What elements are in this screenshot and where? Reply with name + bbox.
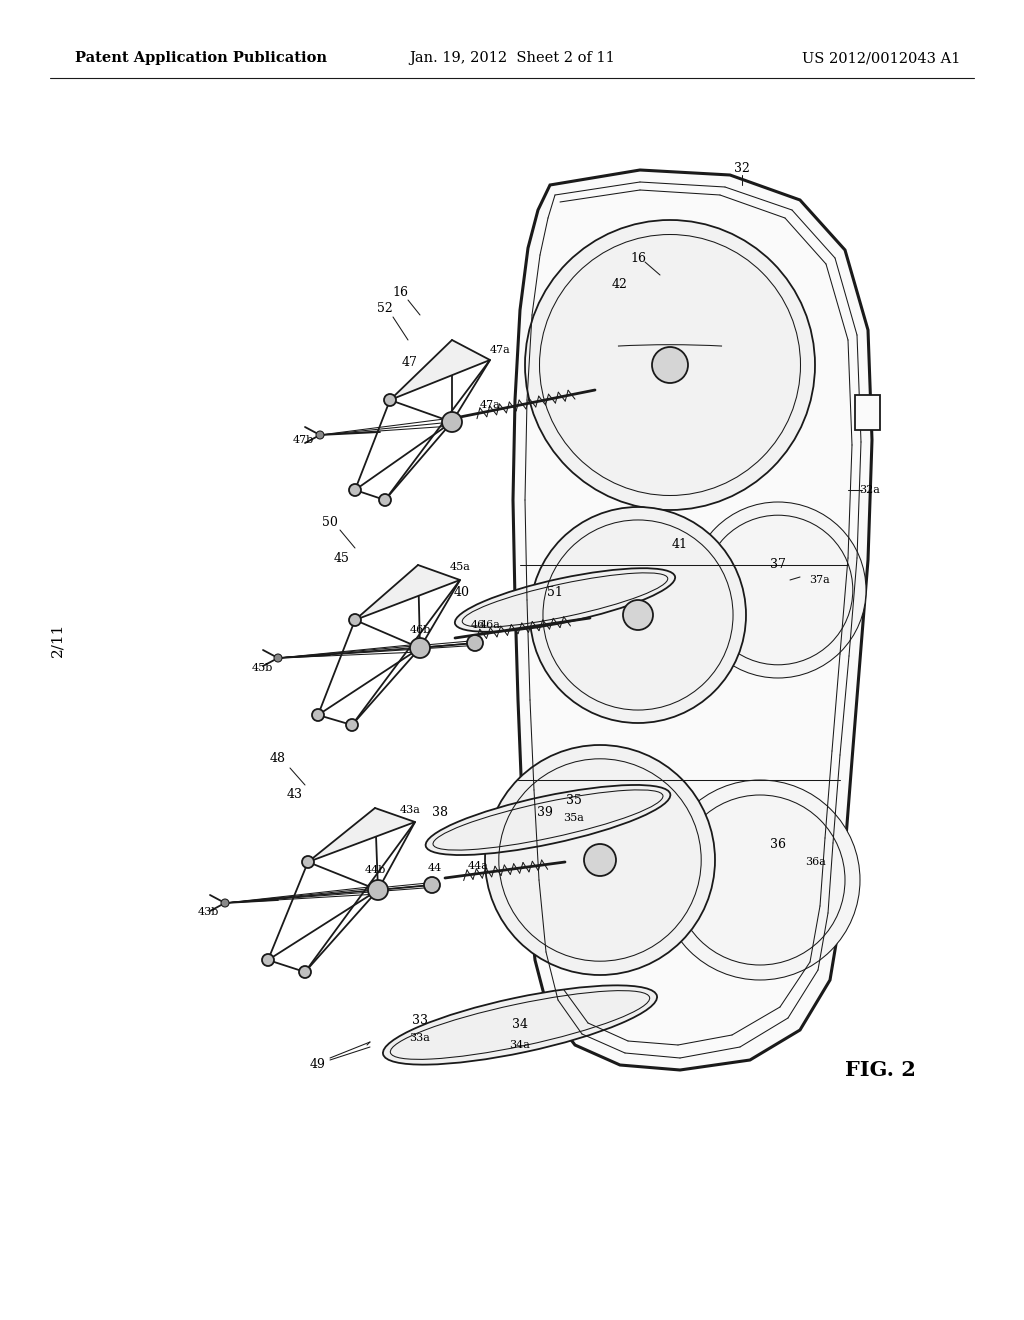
Text: 46: 46	[471, 620, 485, 630]
Circle shape	[312, 709, 324, 721]
Text: 51: 51	[547, 586, 563, 598]
Circle shape	[660, 780, 860, 979]
Text: FIG. 2: FIG. 2	[845, 1060, 915, 1080]
Text: 43a: 43a	[399, 805, 421, 814]
Circle shape	[525, 220, 815, 510]
Text: 2/11: 2/11	[50, 623, 63, 657]
Text: 38: 38	[432, 805, 449, 818]
Polygon shape	[308, 808, 415, 862]
Polygon shape	[355, 565, 460, 620]
Circle shape	[299, 966, 311, 978]
Circle shape	[384, 393, 396, 407]
Circle shape	[349, 614, 361, 626]
Circle shape	[349, 484, 361, 496]
Circle shape	[410, 638, 430, 657]
Text: 45a: 45a	[450, 562, 470, 572]
Circle shape	[623, 601, 653, 630]
Circle shape	[485, 744, 715, 975]
Circle shape	[262, 954, 274, 966]
Text: 45b: 45b	[251, 663, 272, 673]
Text: 44: 44	[428, 863, 442, 873]
Polygon shape	[513, 170, 872, 1071]
Text: Jan. 19, 2012  Sheet 2 of 11: Jan. 19, 2012 Sheet 2 of 11	[410, 51, 614, 65]
Circle shape	[346, 719, 358, 731]
Circle shape	[221, 899, 229, 907]
Text: 41: 41	[672, 539, 688, 552]
Text: 34: 34	[512, 1019, 528, 1031]
Text: 44a: 44a	[468, 861, 488, 871]
Text: 42: 42	[612, 279, 628, 292]
Circle shape	[530, 507, 746, 723]
Text: 37: 37	[770, 558, 786, 572]
Text: 34a: 34a	[510, 1040, 530, 1049]
Circle shape	[690, 502, 866, 678]
Polygon shape	[390, 341, 490, 400]
Circle shape	[584, 843, 616, 876]
Ellipse shape	[455, 568, 675, 632]
Circle shape	[368, 880, 388, 900]
Text: 47a: 47a	[479, 400, 501, 411]
Ellipse shape	[426, 785, 671, 855]
Text: 43b: 43b	[198, 907, 219, 917]
Circle shape	[274, 653, 282, 663]
Text: Patent Application Publication: Patent Application Publication	[75, 51, 327, 65]
Text: 32a: 32a	[859, 484, 881, 495]
Polygon shape	[855, 395, 880, 430]
Text: 46a: 46a	[479, 620, 501, 630]
Circle shape	[467, 635, 483, 651]
Text: 49: 49	[310, 1059, 326, 1072]
Text: 47b: 47b	[293, 436, 313, 445]
Ellipse shape	[383, 985, 657, 1065]
Text: 45: 45	[334, 552, 350, 565]
Text: 47a: 47a	[489, 345, 510, 355]
Circle shape	[424, 876, 440, 894]
Text: 47: 47	[402, 355, 418, 368]
Text: 43: 43	[287, 788, 303, 801]
Text: 37a: 37a	[810, 576, 830, 585]
Text: 33: 33	[412, 1014, 428, 1027]
Text: 35a: 35a	[563, 813, 585, 822]
Text: 39: 39	[537, 805, 553, 818]
Circle shape	[316, 432, 324, 440]
Circle shape	[302, 855, 314, 869]
Text: 35: 35	[566, 793, 582, 807]
Text: 36: 36	[770, 838, 786, 851]
Circle shape	[379, 494, 391, 506]
Text: 36a: 36a	[806, 857, 826, 867]
Circle shape	[652, 347, 688, 383]
Text: 48: 48	[270, 751, 286, 764]
Text: 40: 40	[454, 586, 470, 598]
Text: 16: 16	[630, 252, 646, 264]
Text: 33a: 33a	[410, 1034, 430, 1043]
Text: 44b: 44b	[365, 865, 386, 875]
Text: 50: 50	[323, 516, 338, 528]
Circle shape	[442, 412, 462, 432]
Text: 52: 52	[377, 301, 393, 314]
Text: 32: 32	[734, 161, 750, 174]
Text: 16: 16	[392, 285, 408, 298]
Text: US 2012/0012043 A1: US 2012/0012043 A1	[802, 51, 961, 65]
Text: 46b: 46b	[410, 624, 431, 635]
